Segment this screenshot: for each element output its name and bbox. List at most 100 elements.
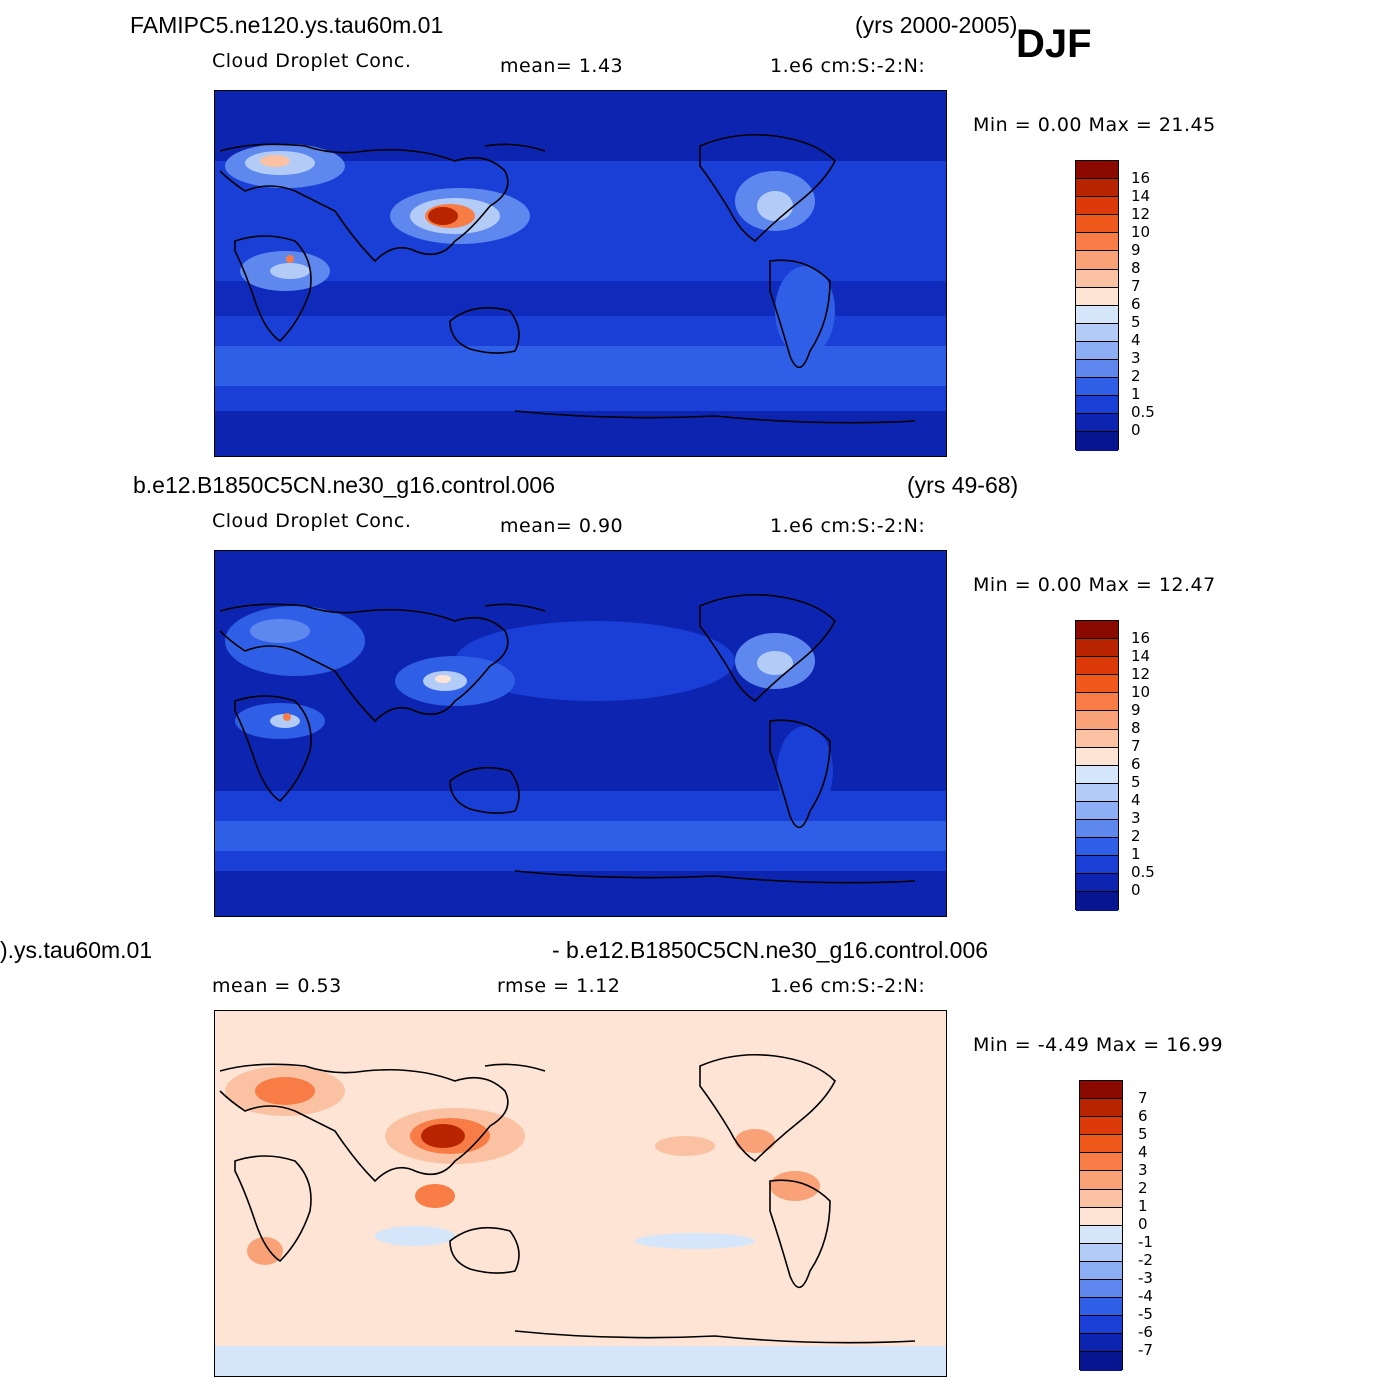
panel3-colorbar-swatch <box>1080 1243 1122 1262</box>
panel1-colorbar-tick: 12 <box>1131 205 1151 223</box>
panel2-colorbar-swatch <box>1076 820 1118 839</box>
panel1-colorbar-tick: 6 <box>1131 295 1141 313</box>
panel3-colorbar-tick: -7 <box>1138 1341 1153 1359</box>
panel3-mean: mean = 0.53 <box>212 975 342 997</box>
panel1-colorbar-swatch <box>1076 215 1118 234</box>
panel2-colorbar-swatch <box>1076 747 1118 766</box>
panel1-variable: Cloud Droplet Conc. <box>212 50 412 72</box>
panel1-map <box>214 90 947 457</box>
panel3-colorbar-tick: 0 <box>1138 1215 1148 1233</box>
panel2-colorbar-tick: 2 <box>1131 827 1141 845</box>
panel2-colorbar-tick: 4 <box>1131 791 1141 809</box>
panel1-colorbar <box>1075 160 1119 451</box>
panel3-colorbar-swatch <box>1080 1316 1122 1335</box>
panel3-colorbar-tick: -2 <box>1138 1251 1153 1269</box>
panel1-colorbar-tick: 4 <box>1131 331 1141 349</box>
panel3-colorbar-swatch <box>1080 1207 1122 1226</box>
panel1-colorbar-swatch <box>1076 251 1118 270</box>
panel2-units: 1.e6 cm:S:-2:N: <box>770 515 926 537</box>
panel2-colorbar-tick: 5 <box>1131 773 1141 791</box>
panel3-colorbar-tick: 3 <box>1138 1161 1148 1179</box>
panel1-colorbar-swatch <box>1076 414 1118 433</box>
panel1-colorbar-tick: 8 <box>1131 259 1141 277</box>
panel3-colorbar-tick: 5 <box>1138 1125 1148 1143</box>
panel1-colorbar-swatch <box>1076 269 1118 288</box>
panel2-run-title: b.e12.B1850C5CN.ne30_g16.control.006 <box>133 472 555 498</box>
panel3-colorbar-tick: -6 <box>1138 1323 1153 1341</box>
panel3-minmax: Min = -4.49 Max = 16.99 <box>973 1034 1224 1056</box>
panel2-variable: Cloud Droplet Conc. <box>212 510 412 532</box>
panel1-colorbar-swatch <box>1076 378 1118 397</box>
panel3-colorbar-tick: 7 <box>1138 1089 1148 1107</box>
season-label: DJF <box>1016 22 1092 66</box>
panel2-colorbar-swatch <box>1076 892 1118 911</box>
panel2-colorbar-tick: 7 <box>1131 737 1141 755</box>
panel1-colorbar-swatch <box>1076 197 1118 216</box>
panel3-map <box>214 1010 947 1377</box>
panel2-colorbar-swatch <box>1076 729 1118 748</box>
panel3-rmse: rmse = 1.12 <box>497 975 621 997</box>
panel1-colorbar-tick: 0.5 <box>1131 403 1155 421</box>
panel3-run-title-left: ).ys.tau60m.01 <box>0 937 153 963</box>
panel1-colorbar-tick: 14 <box>1131 187 1151 205</box>
panel2-colorbar-tick: 14 <box>1131 647 1151 665</box>
panel1-colorbar-swatch <box>1076 360 1118 379</box>
panel1-minmax: Min = 0.00 Max = 21.45 <box>973 114 1216 136</box>
panel3-colorbar-tick: 1 <box>1138 1197 1148 1215</box>
panel3-colorbar-swatch <box>1080 1153 1122 1172</box>
panel1-colorbar-swatch <box>1076 233 1118 252</box>
panel2-colorbar-swatch <box>1076 765 1118 784</box>
panel2-minmax: Min = 0.00 Max = 12.47 <box>973 574 1216 596</box>
panel1-colorbar-swatch <box>1076 341 1118 361</box>
panel2-map <box>214 550 947 917</box>
panel1-colorbar-swatch <box>1076 287 1118 306</box>
panel1-colorbar-tick: 0 <box>1131 421 1141 439</box>
panel1-units: 1.e6 cm:S:-2:N: <box>770 55 926 77</box>
panel2-colorbar-swatch <box>1076 693 1118 712</box>
panel2-colorbar-swatch <box>1076 657 1118 676</box>
panel3-colorbar-swatch <box>1080 1352 1122 1371</box>
panel2-colorbar <box>1075 620 1119 911</box>
panel1-colorbar-swatch <box>1076 305 1118 324</box>
panel1-colorbar-swatch <box>1076 179 1118 198</box>
panel3-colorbar-swatch <box>1080 1117 1122 1136</box>
panel3-colorbar-swatch <box>1080 1081 1122 1100</box>
panel2-colorbar-swatch <box>1076 856 1118 875</box>
panel3-colorbar-tick: 4 <box>1138 1143 1148 1161</box>
panel2-colorbar-tick: 6 <box>1131 755 1141 773</box>
panel3-colorbar-tick: -4 <box>1138 1287 1153 1305</box>
panel2-colorbar-tick: 0 <box>1131 881 1141 899</box>
panel2-colorbar-swatch <box>1076 711 1118 730</box>
panel1-colorbar-tick: 9 <box>1131 241 1141 259</box>
panel2-colorbar-swatch <box>1076 675 1118 694</box>
panel3-colorbar-swatch <box>1080 1298 1122 1317</box>
panel2-colorbar-tick: 16 <box>1131 629 1151 647</box>
panel3-colorbar <box>1079 1080 1123 1371</box>
panel2-colorbar-swatch <box>1076 639 1118 658</box>
panel1-colorbar-tick: 16 <box>1131 169 1151 187</box>
panel3-colorbar-tick: -1 <box>1138 1233 1153 1251</box>
panel1-colorbar-swatch <box>1076 161 1118 180</box>
panel3-run-title-right: - b.e12.B1850C5CN.ne30_g16.control.006 <box>552 937 989 963</box>
panel1-colorbar-tick: 7 <box>1131 277 1141 295</box>
panel2-colorbar-swatch <box>1076 838 1118 857</box>
panel2-colorbar-swatch <box>1076 874 1118 893</box>
panel1-colorbar-tick: 5 <box>1131 313 1141 331</box>
panel3-colorbar-swatch <box>1080 1334 1122 1353</box>
panel3-units: 1.e6 cm:S:-2:N: <box>770 975 926 997</box>
panel2-mean: mean= 0.90 <box>500 515 624 537</box>
panel3-colorbar-swatch <box>1080 1189 1122 1208</box>
panel1-colorbar-tick: 1 <box>1131 385 1141 403</box>
panel2-colorbar-tick: 0.5 <box>1131 863 1155 881</box>
panel3-colorbar-tick: 2 <box>1138 1179 1148 1197</box>
panel1-mean: mean= 1.43 <box>500 55 624 77</box>
panel2-years: (yrs 49-68) <box>907 472 1019 498</box>
panel2-colorbar-swatch <box>1076 783 1118 802</box>
panel2-colorbar-tick: 9 <box>1131 701 1141 719</box>
panel2-colorbar-swatch <box>1076 621 1118 640</box>
panel1-colorbar-swatch <box>1076 432 1118 451</box>
panel3-colorbar-tick: -5 <box>1138 1305 1153 1323</box>
panel2-colorbar-swatch <box>1076 801 1118 821</box>
panel3-colorbar-swatch <box>1080 1171 1122 1190</box>
panel1-colorbar-swatch <box>1076 396 1118 415</box>
